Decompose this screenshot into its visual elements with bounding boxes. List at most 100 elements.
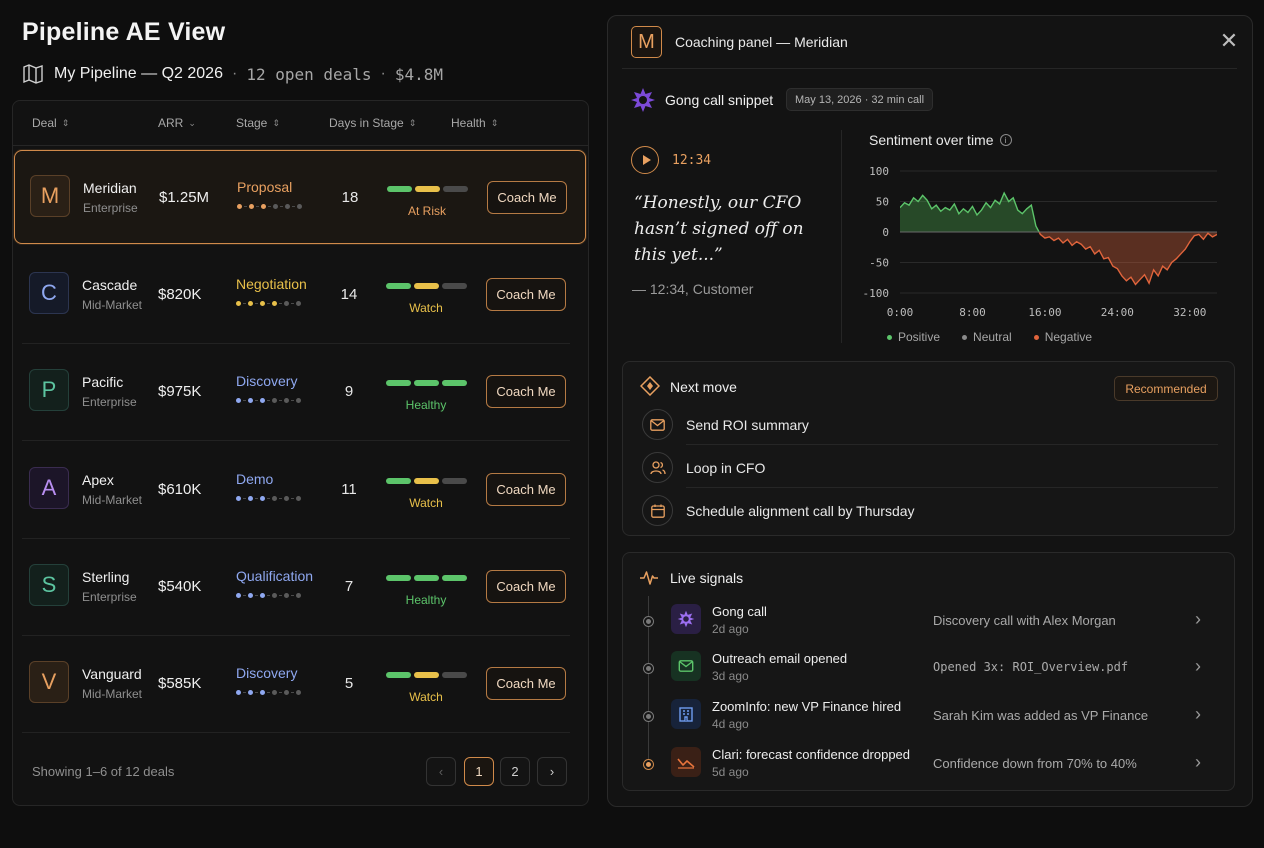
health-label: Watch	[409, 496, 443, 510]
page-title: Pipeline AE View	[22, 18, 226, 46]
coach-me-button[interactable]: Coach Me	[486, 375, 566, 408]
legend-negative: Negative	[1033, 330, 1092, 344]
signal-detail: Sarah Kim was added as VP Finance	[933, 708, 1149, 723]
column-header-stage[interactable]: Stage ⇕	[236, 116, 280, 130]
health-label: Watch	[409, 301, 443, 315]
next-move-item[interactable]: Loop in CFO	[640, 450, 1220, 486]
signal-time: 4d ago	[712, 717, 749, 731]
health-bars	[386, 283, 467, 289]
page-1-button[interactable]: 1	[464, 757, 494, 786]
coach-me-button[interactable]: Coach Me	[486, 570, 566, 603]
column-label: Days in Stage	[329, 116, 404, 130]
signal-item[interactable]: Clari: forecast confidence dropped 5d ag…	[640, 744, 1220, 788]
coach-me-button[interactable]: Coach Me	[486, 278, 566, 311]
sort-desc-icon: ⌄	[188, 117, 196, 128]
building-icon	[671, 699, 701, 729]
open-deals-count: 12 open deals	[246, 64, 372, 84]
column-header-health[interactable]: Health ⇕	[451, 116, 498, 130]
chevron-right-icon[interactable]: ›	[1195, 752, 1201, 772]
deal-segment: Enterprise	[83, 201, 138, 215]
separator: ·	[231, 65, 238, 82]
legend-positive: Positive	[887, 330, 940, 344]
column-header-deal[interactable]: Deal ⇕	[32, 116, 69, 130]
row-divider	[22, 538, 570, 539]
days-in-stage: 11	[341, 481, 357, 498]
next-page-button[interactable]: ›	[537, 757, 567, 786]
table-row[interactable]: M Meridian Enterprise $1.25M Proposal 18…	[14, 150, 586, 244]
panel-title: Coaching panel — Meridian	[675, 34, 848, 50]
deal-arr: $585K	[158, 675, 202, 692]
signal-item[interactable]: Outreach email opened 3d ago Opened 3x: …	[640, 648, 1220, 692]
close-icon[interactable]: ✕	[1219, 28, 1239, 53]
coach-me-button[interactable]: Coach Me	[486, 473, 566, 506]
sort-icon: ⇕	[61, 117, 70, 128]
y-tick-label: 100	[869, 165, 889, 178]
stage-progress	[236, 593, 301, 598]
next-move-label: Loop in CFO	[686, 460, 766, 476]
recommended-badge: Recommended	[1114, 376, 1218, 401]
legend-label: Positive	[898, 330, 941, 344]
play-button[interactable]	[631, 146, 659, 174]
deal-name: Meridian	[83, 180, 137, 196]
health-bars	[387, 186, 468, 192]
table-row[interactable]: S Sterling Enterprise $540K Qualificatio…	[14, 540, 586, 636]
avatar: A	[29, 467, 69, 509]
timeline-node	[643, 616, 654, 627]
live-signals-card	[622, 552, 1235, 791]
stage-progress	[236, 690, 301, 695]
deal-segment: Mid-Market	[82, 687, 143, 701]
next-move-item[interactable]: Send ROI summary	[640, 407, 1220, 443]
signals-timeline	[648, 596, 649, 766]
avatar: S	[29, 564, 69, 606]
info-icon[interactable]: i	[999, 134, 1012, 146]
table-row[interactable]: C Cascade Mid-Market $820K Negotiation 1…	[14, 248, 586, 344]
quote-attribution: — 12:34, Customer	[632, 281, 754, 297]
next-move-label: Schedule alignment call by Thursday	[686, 503, 915, 519]
table-row[interactable]: V Vanguard Mid-Market $585K Discovery 5 …	[14, 637, 586, 733]
pagination-summary: Showing 1–6 of 12 deals	[32, 764, 175, 779]
y-tick-label: -50	[869, 257, 889, 270]
column-header-arr[interactable]: ARR ⌄	[158, 116, 196, 130]
deal-name: Cascade	[82, 277, 138, 293]
deal-name: Pacific	[82, 374, 124, 390]
y-tick-label: 50	[876, 196, 889, 209]
prev-page-button[interactable]: ‹	[426, 757, 456, 786]
stage-label: Discovery	[236, 665, 298, 681]
header-divider	[13, 145, 588, 146]
signal-item[interactable]: ZoomInfo: new VP Finance hired 4d ago Sa…	[640, 696, 1220, 740]
table-row[interactable]: P Pacific Enterprise $975K Discovery 9 H…	[14, 345, 586, 441]
column-header-days[interactable]: Days in Stage ⇕	[329, 116, 416, 130]
stage-label: Negotiation	[236, 276, 307, 292]
health-label: Healthy	[405, 398, 447, 412]
next-move-title: Next move	[670, 379, 737, 395]
compass-icon	[640, 376, 660, 396]
signal-item[interactable]: Gong call 2d ago Discovery call with Ale…	[640, 601, 1220, 645]
coach-me-button[interactable]: Coach Me	[487, 181, 567, 214]
sentiment-line-positive	[900, 191, 1040, 232]
sort-icon: ⇕	[490, 117, 499, 128]
table-row[interactable]: A Apex Mid-Market $610K Demo 11 Watch Co…	[14, 443, 586, 539]
x-tick-label: 8:00	[959, 306, 986, 319]
chevron-right-icon[interactable]: ›	[1195, 609, 1201, 629]
signal-detail: Opened 3x: ROI_Overview.pdf	[933, 660, 1129, 674]
chart-legend: Positive Neutral Negative	[887, 330, 1092, 344]
signal-detail: Confidence down from 70% to 40%	[933, 756, 1137, 771]
avatar: M	[30, 175, 70, 217]
y-tick-label: 0	[882, 226, 889, 239]
column-label: Deal	[32, 116, 57, 130]
page-2-button[interactable]: 2	[500, 757, 530, 786]
health-bars	[386, 380, 467, 386]
chevron-right-icon[interactable]: ›	[1195, 704, 1201, 724]
deal-arr: $1.25M	[159, 189, 210, 206]
coach-me-button[interactable]: Coach Me	[486, 667, 566, 700]
signal-name: ZoomInfo: new VP Finance hired	[712, 699, 902, 714]
next-move-item[interactable]: Schedule alignment call by Thursday	[640, 493, 1220, 529]
days-in-stage: 14	[340, 286, 358, 303]
calendar-icon	[642, 495, 673, 526]
days-in-stage: 9	[344, 383, 354, 400]
column-label: Stage	[236, 116, 268, 130]
chevron-right-icon[interactable]: ›	[1195, 656, 1201, 676]
gong-icon	[671, 604, 701, 634]
column-label: Health	[451, 116, 486, 130]
signal-time: 3d ago	[712, 669, 749, 683]
